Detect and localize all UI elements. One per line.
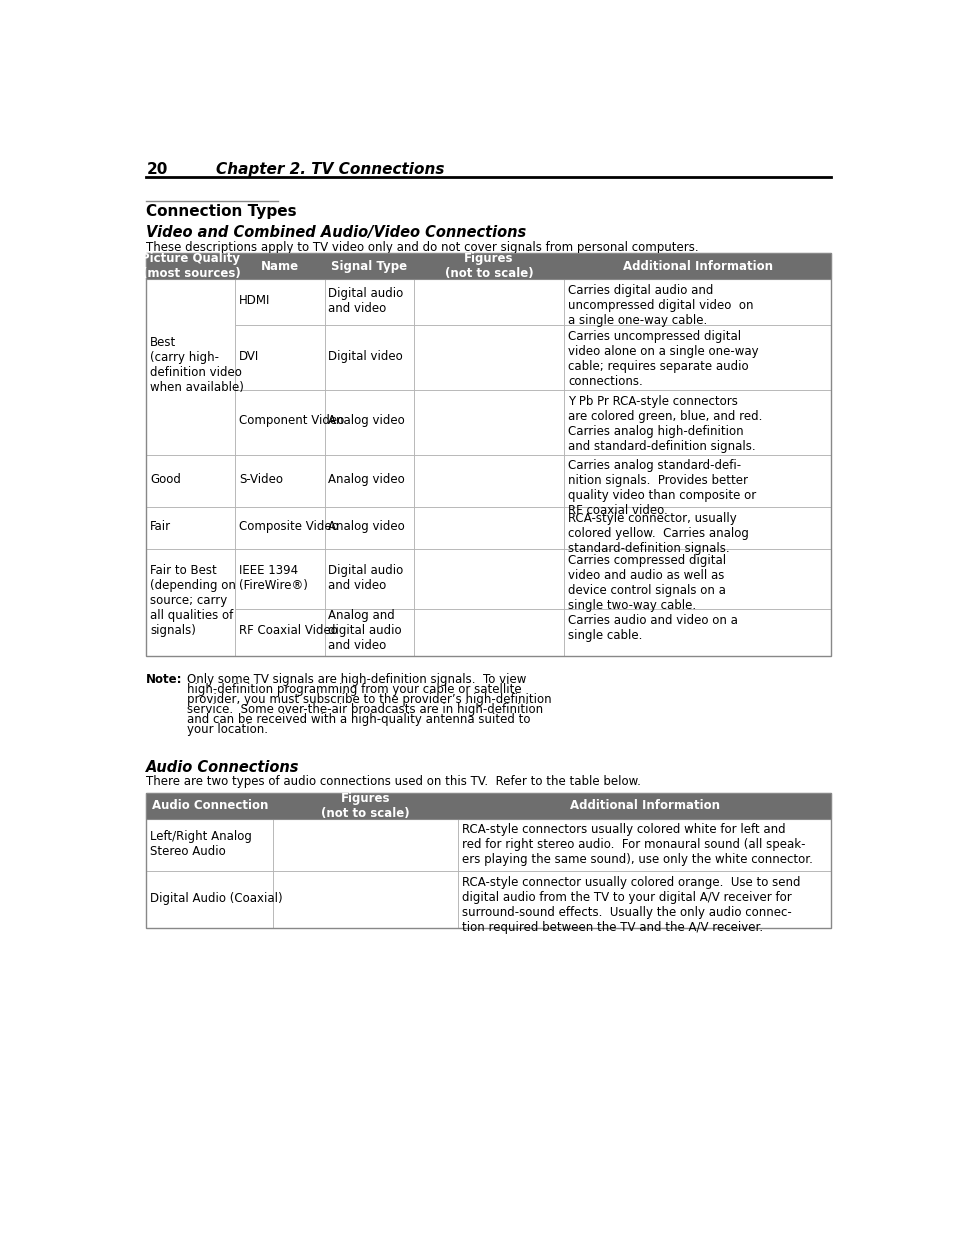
Bar [563, 325, 831, 390]
Bar [324, 508, 414, 550]
Bar [146, 253, 831, 656]
Text: Chapter 2. TV Connections: Chapter 2. TV Connections [216, 162, 444, 177]
Text: Additional Information: Additional Information [622, 259, 772, 273]
Text: Component Video: Component Video [239, 414, 344, 427]
Text: Carries uncompressed digital
video alone on a single one-way
cable; requires sep: Carries uncompressed digital video alone… [568, 330, 758, 388]
Bar [563, 390, 831, 454]
Text: your location.: your location. [187, 722, 268, 736]
Text: S-Video: S-Video [239, 473, 283, 485]
Bar [563, 454, 831, 508]
Bar [324, 325, 414, 390]
Text: high-definition programming from your cable or satellite: high-definition programming from your ca… [187, 683, 520, 695]
Bar [146, 793, 831, 819]
Text: Analog video: Analog video [328, 520, 405, 534]
Text: Name: Name [260, 259, 298, 273]
Text: Digital audio
and video: Digital audio and video [328, 287, 403, 315]
Text: Carries analog standard-defi-
nition signals.  Provides better
quality video tha: Carries analog standard-defi- nition sig… [568, 459, 756, 517]
Text: Carries compressed digital
video and audio as well as
device control signals on : Carries compressed digital video and aud… [568, 555, 725, 613]
Text: Connection Types: Connection Types [146, 205, 296, 220]
Text: Digital Audio (Coaxial): Digital Audio (Coaxial) [150, 892, 283, 905]
Text: Analog video: Analog video [328, 414, 405, 427]
Bar [457, 871, 831, 929]
Text: Picture Quality
(most sources): Picture Quality (most sources) [141, 252, 240, 280]
Text: Digital video: Digital video [328, 350, 403, 363]
Text: Figures
(not to scale): Figures (not to scale) [321, 792, 410, 820]
Text: Signal Type: Signal Type [331, 259, 407, 273]
Text: Only some TV signals are high-definition signals.  To view: Only some TV signals are high-definition… [187, 673, 525, 685]
Text: Audio Connection: Audio Connection [152, 799, 268, 813]
Bar [235, 550, 324, 609]
Text: Audio Connections: Audio Connections [146, 760, 299, 774]
Bar [235, 325, 324, 390]
Text: Carries digital audio and
uncompressed digital video  on
a single one-way cable.: Carries digital audio and uncompressed d… [568, 284, 753, 327]
Text: RCA-style connector usually colored orange.  Use to send
digital audio from the : RCA-style connector usually colored oran… [461, 876, 800, 934]
Bar [146, 550, 235, 656]
Bar [273, 819, 457, 871]
Bar [146, 793, 831, 929]
Bar [414, 325, 563, 390]
Text: RCA-style connectors usually colored white for left and
red for right stereo aud: RCA-style connectors usually colored whi… [461, 824, 812, 867]
Text: Analog and
digital audio
and video: Analog and digital audio and video [328, 610, 401, 652]
Text: Figures
(not to scale): Figures (not to scale) [444, 252, 533, 280]
Bar [324, 609, 414, 656]
Text: Carries audio and video on a
single cable.: Carries audio and video on a single cabl… [568, 614, 738, 642]
Bar [324, 454, 414, 508]
Text: 20: 20 [146, 162, 168, 177]
Text: IEEE 1394
(FireWire®): IEEE 1394 (FireWire®) [239, 564, 308, 592]
Text: Good: Good [150, 473, 181, 485]
Text: provider, you must subscribe to the provider’s high-definition: provider, you must subscribe to the prov… [187, 693, 551, 705]
Text: Note:: Note: [146, 673, 183, 685]
Bar [235, 454, 324, 508]
Text: Best
(carry high-
definition video
when available): Best (carry high- definition video when … [150, 336, 244, 394]
Text: service.  Some over-the-air broadcasts are in high-definition: service. Some over-the-air broadcasts ar… [187, 703, 542, 715]
Bar [235, 390, 324, 454]
Bar [324, 550, 414, 609]
Bar [414, 550, 563, 609]
Bar [146, 819, 273, 871]
Text: There are two types of audio connections used on this TV.  Refer to the table be: There are two types of audio connections… [146, 776, 640, 788]
Text: HDMI: HDMI [239, 294, 271, 308]
Text: Fair: Fair [150, 520, 172, 534]
Bar [146, 508, 235, 550]
Text: Analog video: Analog video [328, 473, 405, 485]
Bar [235, 508, 324, 550]
Bar [273, 871, 457, 929]
Bar [146, 454, 235, 508]
Text: Left/Right Analog
Stereo Audio: Left/Right Analog Stereo Audio [150, 830, 252, 857]
Bar [563, 508, 831, 550]
Bar [235, 609, 324, 656]
Text: DVI: DVI [239, 350, 259, 363]
Text: and can be received with a high-quality antenna suited to: and can be received with a high-quality … [187, 713, 530, 726]
Text: Digital audio
and video: Digital audio and video [328, 564, 403, 592]
Bar [414, 279, 563, 325]
Bar [146, 253, 831, 279]
Text: These descriptions apply to TV video only and do not cover signals from personal: These descriptions apply to TV video onl… [146, 241, 699, 253]
Text: RF Coaxial Video: RF Coaxial Video [239, 625, 337, 637]
Text: RCA-style connector, usually
colored yellow.  Carries analog
standard-definition: RCA-style connector, usually colored yel… [568, 511, 748, 555]
Text: Y Pb Pr RCA-style connectors
are colored green, blue, and red.
Carries analog hi: Y Pb Pr RCA-style connectors are colored… [568, 395, 761, 452]
Text: Fair to Best
(depending on
source; carry
all qualities of
signals): Fair to Best (depending on source; carry… [150, 564, 236, 637]
Text: Additional Information: Additional Information [569, 799, 719, 813]
Bar [414, 508, 563, 550]
Bar [146, 871, 273, 929]
Bar [324, 279, 414, 325]
Bar [457, 819, 831, 871]
Bar [563, 550, 831, 609]
Text: Composite Video: Composite Video [239, 520, 338, 534]
Bar [414, 454, 563, 508]
Bar [146, 279, 235, 454]
Text: Video and Combined Audio/Video Connections: Video and Combined Audio/Video Connectio… [146, 225, 526, 240]
Bar [414, 390, 563, 454]
Bar [324, 390, 414, 454]
Bar [563, 609, 831, 656]
Bar [414, 609, 563, 656]
Bar [235, 279, 324, 325]
Bar [563, 279, 831, 325]
